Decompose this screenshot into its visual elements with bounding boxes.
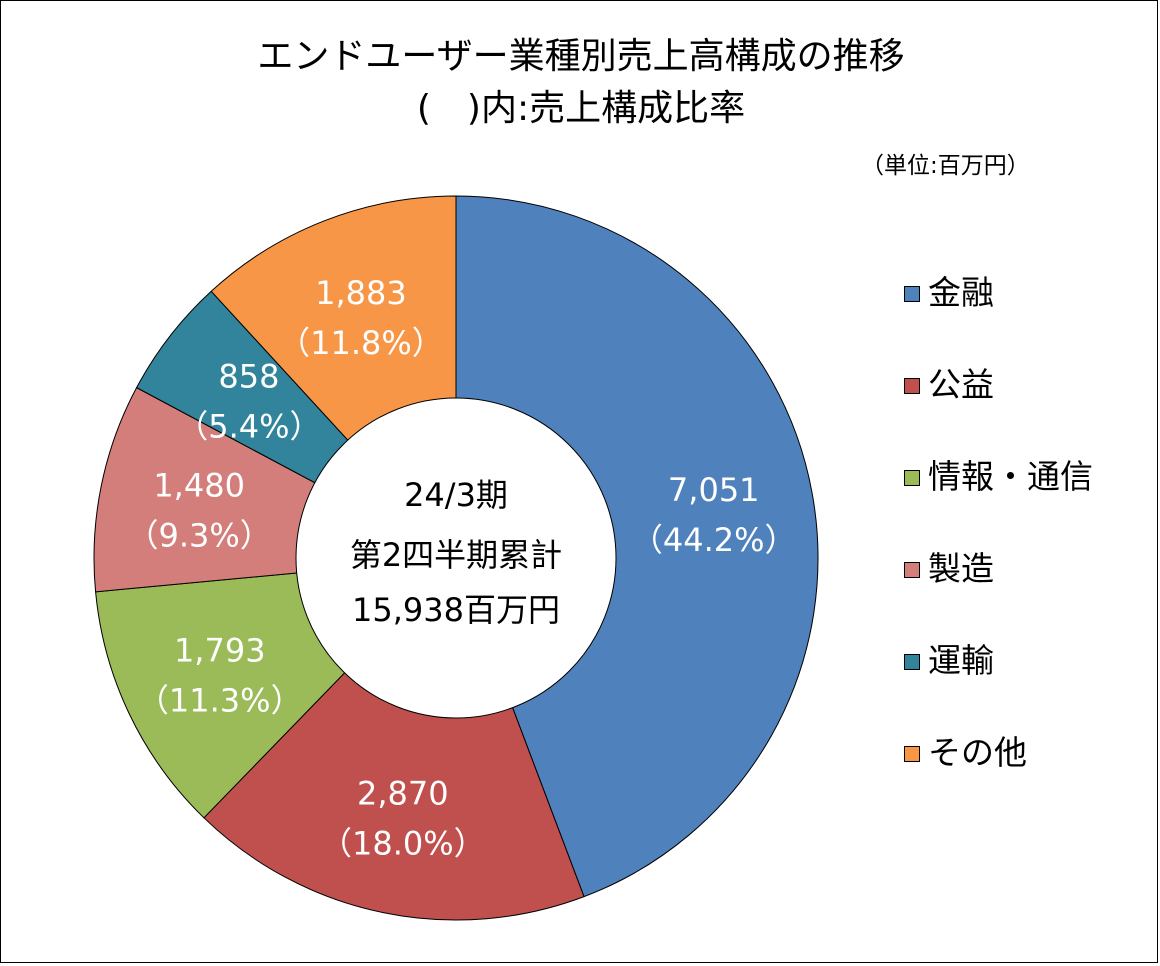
legend-label: 製造 — [928, 549, 994, 588]
slice-0 — [455, 195, 819, 898]
slice-value-label-1: 2,870 — [357, 775, 449, 813]
slice-percent-label-5: （11.8%） — [278, 324, 444, 362]
legend-label: その他 — [928, 733, 1027, 772]
center-line-quarter: 第2四半期累計 — [350, 536, 562, 574]
slice-percent-label-2: （11.3%） — [137, 681, 303, 719]
chart-subtitle: ( )内:売上構成比率 — [416, 88, 746, 129]
legend-swatch — [904, 654, 920, 670]
slice-value-label-3: 1,480 — [153, 466, 245, 504]
donut-hole — [295, 397, 617, 719]
center-line-period: 24/3期 — [404, 476, 508, 514]
legend-label: 金融 — [928, 273, 994, 312]
legend-swatch — [904, 746, 920, 762]
legend-label: 公益 — [928, 365, 994, 404]
legend-swatch — [904, 286, 920, 302]
legend-swatch — [904, 562, 920, 578]
legend-swatch — [904, 470, 920, 486]
center-line-total: 15,938百万円 — [352, 591, 560, 629]
slice-percent-label-1: （18.0%） — [320, 825, 486, 863]
slice-value-label-4: 858 — [218, 358, 279, 396]
slice-value-label-0: 7,051 — [668, 471, 760, 509]
legend-label: 運輸 — [928, 641, 994, 680]
legend-swatch — [904, 378, 920, 394]
slice-percent-label-3: （9.3%） — [126, 516, 271, 554]
chart-title: エンドユーザー業種別売上高構成の推移 — [257, 36, 905, 77]
center-label: 24/3期 第2四半期累計 15,938百万円 — [350, 476, 562, 629]
slice-percent-label-4: （5.4%） — [176, 408, 321, 446]
unit-note: （単位:百万円） — [861, 153, 1030, 179]
slice-percent-label-0: （44.2%） — [631, 521, 797, 559]
legend-label: 情報・通信 — [928, 457, 1093, 496]
slice-value-label-2: 1,793 — [174, 631, 266, 669]
slice-value-label-5: 1,883 — [315, 274, 407, 312]
slice-labels: 7,051 （44.2%） 2,870 （18.0%） 1,793 （11.3%） 1,48… — [126, 274, 796, 863]
